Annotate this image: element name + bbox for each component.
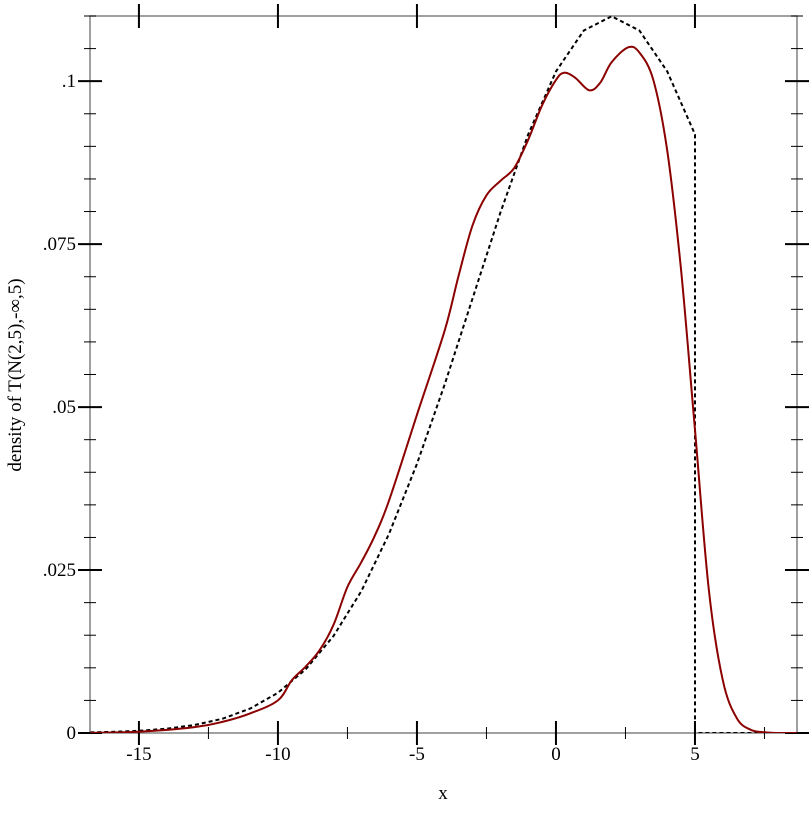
x-tick-label: -15 [126,744,151,765]
y-tick-label: 0 [67,723,77,744]
y-tick-label: .05 [52,397,76,418]
x-tick-label: -5 [409,744,425,765]
y-tick-label: .075 [43,234,76,255]
y-tick-label: .025 [43,560,76,581]
axes: -15 -10 -5 0 5 0 .025 .05 .075 .1 [43,4,809,765]
sample-density-line [90,45,797,733]
truncated-normal-density-line [90,15,797,733]
series-layer [90,15,797,733]
x-axis-label: x [438,783,448,804]
x-tick-label: 0 [551,744,561,765]
x-tick-label: 5 [690,744,700,765]
x-tick-label: -10 [265,744,290,765]
y-axis-label: density of T(N(2,5),-∞,5) [5,278,26,471]
y-tick-label: .1 [62,71,76,92]
